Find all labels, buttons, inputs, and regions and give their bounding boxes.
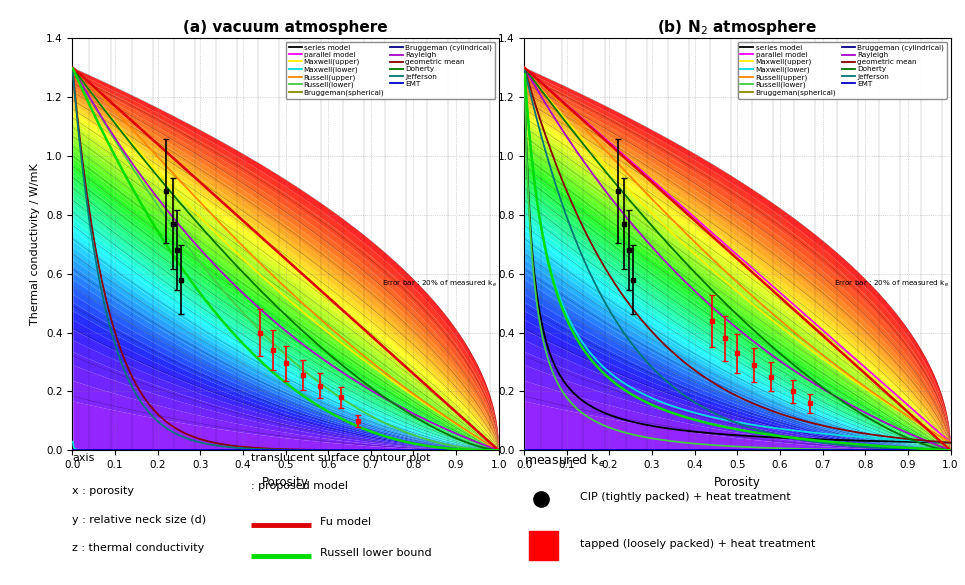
Legend: series model, parallel model, Maxwell(upper), Maxwell(lower), Russell(upper), Ru: series model, parallel model, Maxwell(up… [286,42,495,99]
Text: z : thermal conductivity: z : thermal conductivity [72,543,205,553]
Text: y : relative neck size (d): y : relative neck size (d) [72,515,207,525]
Text: translucent surface contour plot: translucent surface contour plot [252,453,431,463]
Text: tapped (loosely packed) + heat treatment: tapped (loosely packed) + heat treatment [580,539,815,549]
Text: x : porosity: x : porosity [72,486,134,497]
Title: (a) vacuum atmosphere: (a) vacuum atmosphere [183,20,388,36]
Y-axis label: Thermal conductivity / W/mK: Thermal conductivity / W/mK [31,163,41,325]
FancyBboxPatch shape [529,532,559,560]
Text: : proposed model: : proposed model [252,481,348,491]
Text: measured k$_e$: measured k$_e$ [524,453,605,469]
Legend: series model, parallel model, Maxwell(upper), Maxwell(lower), Russell(upper), Ru: series model, parallel model, Maxwell(up… [737,42,947,99]
X-axis label: Porosity: Porosity [714,476,760,488]
Text: Error bar : 20% of measured k$_e$: Error bar : 20% of measured k$_e$ [834,279,949,290]
Title: (b) N$_2$ atmosphere: (b) N$_2$ atmosphere [657,19,817,37]
Text: Error bar : 20% of measured k$_e$: Error bar : 20% of measured k$_e$ [382,279,497,290]
Text: axis: axis [72,453,95,463]
X-axis label: Porosity: Porosity [262,476,309,488]
Text: CIP (tightly packed) + heat treatment: CIP (tightly packed) + heat treatment [580,492,790,502]
Text: Fu model: Fu model [319,518,371,528]
Text: Russell lower bound: Russell lower bound [319,548,431,558]
